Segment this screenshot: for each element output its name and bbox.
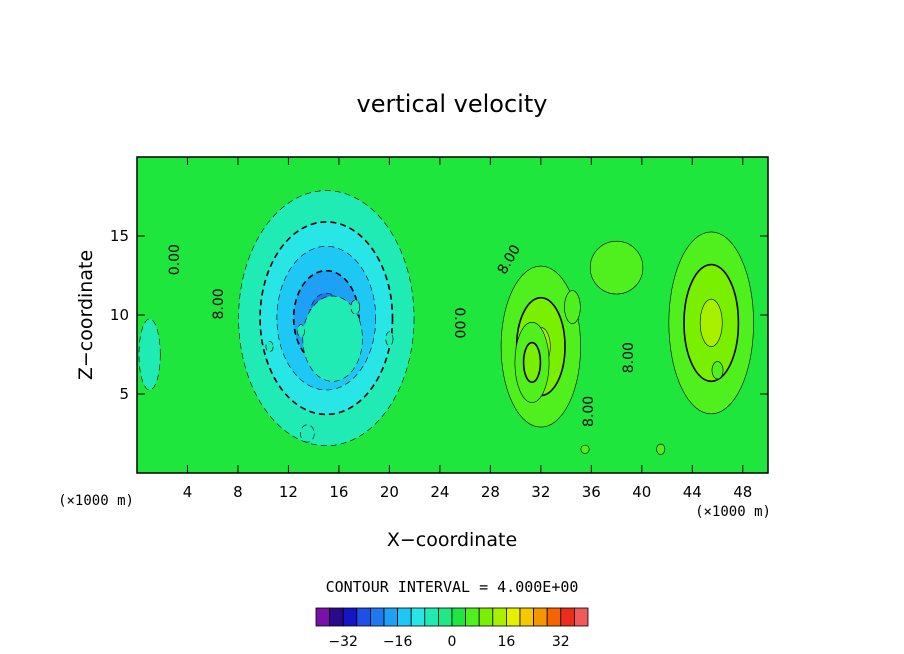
colorbar-swatch-4 [369, 607, 385, 627]
colorbar-swatch-10 [451, 607, 467, 627]
contour-label-0: 0.00 [167, 244, 183, 275]
contour-label-5: 8.00 [581, 396, 597, 427]
colorbar-swatch-18 [560, 607, 575, 627]
contour-band-14-1 [656, 443, 666, 455]
x-tick-label-4: 4 [183, 483, 193, 501]
x-tick-label-20: 20 [380, 483, 399, 501]
x-tick-label-24: 24 [430, 483, 449, 501]
x-axis-unit: (×1000 m) [695, 504, 771, 520]
contour-field [137, 157, 768, 473]
contour-label-2: 0.00 [451, 307, 467, 338]
x-tick-label-32: 32 [531, 483, 550, 501]
contour-band-9-1 [564, 290, 581, 324]
y-tick-label-10: 10 [110, 306, 129, 324]
contour-band-3-1 [265, 341, 274, 353]
y-axis-unit: (×1000 m) [58, 493, 134, 509]
colorbar-swatch-6 [397, 607, 412, 627]
contour-band-10-3 [699, 298, 723, 347]
x-tick-label-44: 44 [683, 483, 702, 501]
x-tick-label-8: 8 [233, 483, 243, 501]
contour-band-6-1 [385, 331, 394, 346]
y-tick-label-5: 5 [119, 385, 129, 403]
colorbar-swatch-2 [342, 607, 358, 627]
colorbar-swatch-7 [410, 607, 426, 627]
colorbar-label-2: 0 [448, 634, 457, 650]
y-axis-label: Z−coordinate [75, 250, 97, 380]
contour-band-11-1 [711, 361, 724, 380]
x-tick-label-12: 12 [279, 483, 298, 501]
colorbar-label-1: −16 [383, 634, 413, 650]
y-tick-label-15: 15 [110, 227, 129, 245]
x-tick-label-36: 36 [582, 483, 601, 501]
contour-label-1: 8.00 [211, 288, 227, 319]
colorbar-swatch-15 [519, 607, 535, 627]
colorbar-swatch-11 [465, 607, 480, 627]
contour-band-12-1 [589, 240, 644, 295]
colorbar-swatch-13 [492, 607, 507, 627]
x-tick-label-40: 40 [632, 483, 651, 501]
colorbar-label-4: 32 [552, 634, 570, 650]
contour-band-15-1 [580, 444, 590, 454]
contour-band-13-1 [138, 318, 161, 391]
colorbar-swatch-19 [574, 607, 589, 627]
colorbar-swatch-12 [478, 607, 494, 627]
y-axis-ticks: 5 10 15 [110, 227, 768, 403]
x-axis-label: X−coordinate [387, 529, 517, 551]
colorbar-swatch-8 [424, 607, 439, 627]
contour-band-4-1 [297, 324, 305, 338]
colorbar-swatch-3 [356, 607, 371, 627]
x-tick-label-28: 28 [481, 483, 500, 501]
colorbar-swatch-5 [383, 607, 399, 627]
contour-band-8-2 [522, 341, 542, 383]
colorbar-swatch-0 [315, 607, 331, 627]
colorbar-swatch-9 [437, 607, 453, 627]
colorbar-swatch-17 [546, 607, 562, 627]
contour-label-4: 8.00 [621, 342, 637, 373]
contour-band-1-1 [302, 295, 363, 382]
colorbar-label-0: −32 [328, 634, 358, 650]
contour-band-2-1 [300, 424, 315, 443]
colorbar-swatch-1 [329, 607, 344, 627]
contour-interval-label: CONTOUR INTERVAL = 4.000E+00 [326, 578, 579, 596]
x-axis-ticks: 4 8 12 16 20 24 28 32 36 40 44 48 [183, 157, 752, 501]
x-tick-label-48: 48 [733, 483, 752, 501]
colorbar-swatch-14 [505, 607, 521, 627]
colorbar-swatch-16 [533, 607, 548, 627]
contour-band-5-1 [350, 299, 361, 315]
colorbar: −32 −16 0 16 32 [315, 607, 589, 650]
x-tick-label-16: 16 [329, 483, 348, 501]
chart-title: vertical velocity [357, 90, 548, 118]
colorbar-label-3: 16 [497, 634, 515, 650]
